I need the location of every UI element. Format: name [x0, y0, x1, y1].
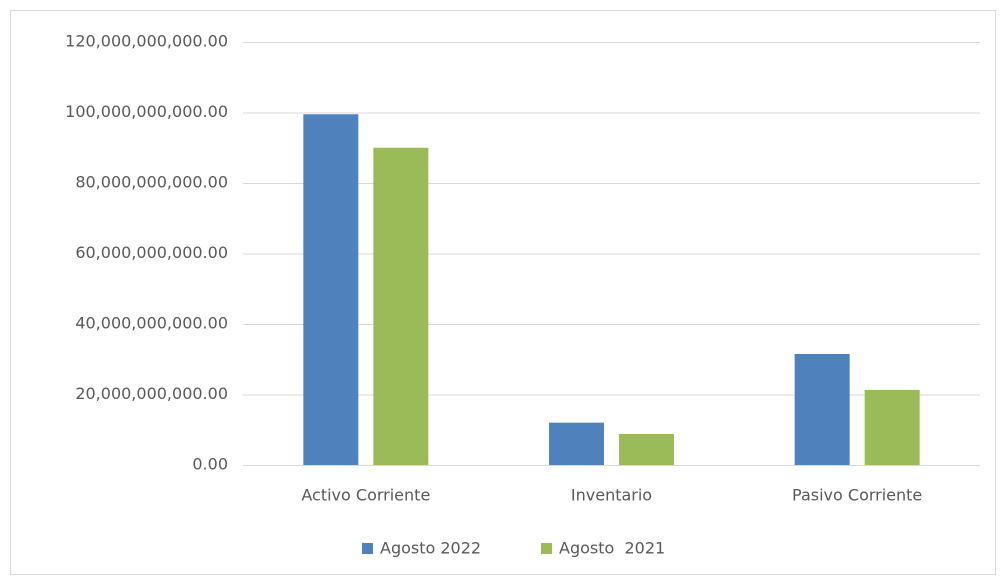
- y-tick-label: 100,000,000,000.00: [65, 102, 228, 121]
- y-tick-label: 40,000,000,000.00: [75, 314, 228, 333]
- bar: [549, 422, 604, 465]
- legend-label: Agosto 2021: [559, 539, 665, 558]
- legend-label: Agosto 2022: [380, 539, 481, 558]
- y-tick-label: 0.00: [192, 455, 228, 474]
- x-tick-label: Pasivo Corriente: [792, 486, 922, 505]
- bar: [373, 147, 429, 465]
- chart-border: [10, 10, 996, 575]
- bar: [794, 353, 850, 465]
- bar: [864, 389, 920, 465]
- x-tick-label: Inventario: [571, 486, 652, 505]
- legend-swatch: [541, 543, 552, 554]
- bar: [303, 114, 359, 465]
- y-tick-label: 80,000,000,000.00: [75, 173, 228, 192]
- legend-swatch: [362, 543, 373, 554]
- bar: [619, 433, 674, 465]
- x-tick-label: Activo Corriente: [301, 486, 430, 505]
- y-tick-label: 120,000,000,000.00: [65, 32, 228, 51]
- y-tick-label: 60,000,000,000.00: [75, 243, 228, 262]
- y-tick-label: 20,000,000,000.00: [75, 384, 228, 403]
